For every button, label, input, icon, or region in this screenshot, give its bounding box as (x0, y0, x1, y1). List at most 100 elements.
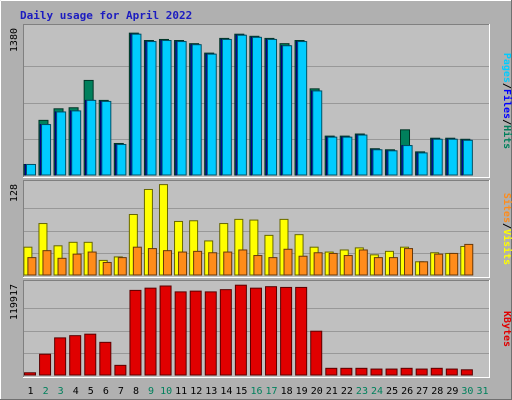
bar-kbytes (415, 368, 428, 376)
panel-series-label: Files (501, 89, 512, 119)
bar-kbytes (340, 367, 353, 376)
day-label: 20 (311, 386, 323, 397)
panel-ymax-label: 1380 (9, 28, 20, 52)
bar-pages (312, 90, 323, 176)
bar-pages (131, 33, 142, 176)
bar-kbytes (24, 372, 36, 376)
bar-sites (343, 255, 353, 276)
bar-kbytes (325, 367, 338, 376)
day-label: 11 (175, 386, 187, 397)
bar-sites (253, 255, 263, 276)
bar-kbytes (445, 368, 458, 376)
day-label: 3 (58, 386, 64, 397)
bar-kbytes (355, 367, 368, 376)
bar-sites (72, 253, 82, 276)
bar-kbytes (159, 285, 172, 376)
day-label: 2 (43, 386, 49, 397)
bar-pages (297, 41, 308, 176)
panel-series-label: / (501, 119, 512, 125)
bar-sites (298, 255, 308, 276)
panel-series-label: Visits (501, 229, 512, 265)
day-label: 12 (190, 386, 202, 397)
bar-pages (327, 136, 338, 176)
bar-sites (449, 252, 459, 276)
bar-pages (26, 163, 36, 176)
bar-pages (251, 36, 262, 176)
bar-sites (313, 252, 323, 276)
bar-pages (342, 136, 353, 176)
bar-sites (87, 251, 97, 276)
bar-sites (147, 248, 157, 276)
bar-pages (221, 38, 232, 176)
bar-pages (447, 138, 458, 176)
day-label: 9 (148, 386, 154, 397)
bar-kbytes (430, 367, 443, 376)
day-label: 15 (235, 386, 247, 397)
bar-pages (462, 139, 473, 176)
bar-sites (464, 243, 474, 276)
bar-kbytes (204, 291, 217, 376)
day-label: 14 (220, 386, 232, 397)
bar-sites (208, 252, 218, 276)
bar-sites (238, 249, 248, 276)
bar-pages (41, 124, 52, 176)
bar-sites (178, 251, 188, 276)
day-label: 4 (73, 386, 79, 397)
bar-kbytes (310, 330, 323, 376)
panel-kbytes: 119917 KBytes (9, 280, 512, 378)
day-label: 25 (386, 386, 398, 397)
bar-pages (101, 100, 112, 176)
bar-kbytes (99, 341, 112, 376)
day-label: 27 (416, 386, 428, 397)
bar-sites (373, 257, 383, 276)
panel-visits-sites: 128 Sites/Visits (9, 180, 512, 278)
bar-sites (223, 251, 233, 276)
panel-series-labels: Sites/Visits (501, 193, 512, 265)
day-label: 29 (446, 386, 458, 397)
bar-sites (57, 257, 67, 276)
panel-series-label: / (501, 83, 512, 89)
bar-pages (176, 41, 187, 176)
bar-kbytes (460, 369, 473, 376)
bar-pages (387, 150, 398, 176)
bar-pages (206, 53, 217, 176)
day-label: 18 (281, 386, 293, 397)
bar-sites (268, 257, 278, 276)
bar-kbytes (54, 337, 67, 376)
day-label: 21 (326, 386, 338, 397)
day-label: 8 (133, 386, 139, 397)
bar-pages (402, 145, 413, 176)
chart-title: Daily usage for April 2022 (20, 9, 192, 22)
day-label: 24 (371, 386, 383, 397)
bar-kbytes (174, 291, 187, 376)
bar-kbytes (39, 353, 52, 376)
bar-sites (117, 257, 127, 276)
bar-sites (283, 248, 293, 276)
bar-sites (419, 261, 429, 276)
panel-series-label: Pages (501, 53, 512, 83)
day-label: 30 (461, 386, 473, 397)
bar-pages (161, 40, 172, 176)
bar-pages (56, 111, 67, 176)
day-label: 16 (250, 386, 262, 397)
day-label: 6 (103, 386, 109, 397)
bar-kbytes (265, 286, 278, 376)
bar-pages (236, 34, 247, 176)
bar-kbytes (295, 286, 308, 376)
bar-kbytes (144, 287, 157, 376)
bar-sites (193, 250, 203, 276)
panel-series-label: / (501, 223, 512, 229)
day-label: 22 (341, 386, 353, 397)
bar-pages (267, 38, 278, 176)
day-axis-labels: 1 2 3 4 5 6 7 8 9 10 11 12 13 14 15 16 17 18 19 20 21 22 23 24 2… (28, 386, 489, 397)
panel-ymax-label: 128 (9, 184, 20, 202)
bar-pages (146, 41, 157, 176)
bar-sites (434, 253, 444, 276)
bar-kbytes (370, 368, 383, 376)
bar-pages (282, 45, 293, 176)
bar-kbytes (129, 289, 142, 376)
day-label: 10 (160, 386, 172, 397)
day-label: 31 (476, 386, 488, 397)
bar-sites (328, 252, 338, 276)
day-label: 5 (88, 386, 94, 397)
